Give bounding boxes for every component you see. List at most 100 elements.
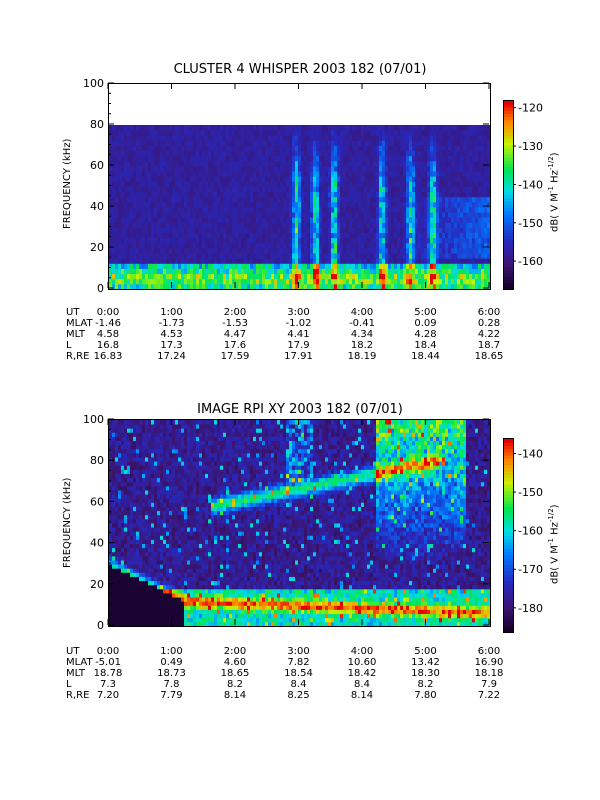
heatmap-cell [118,494,122,499]
heatmap-cell [109,518,113,524]
heatmap-cell [319,196,323,203]
heatmap-cell [427,145,431,152]
heatmap-cell [148,176,152,182]
heatmap-cell [340,253,344,259]
heatmap-cell [451,237,455,244]
heatmap-cell [343,242,347,249]
heatmap-cell [454,176,458,182]
heatmap-cell [199,227,203,234]
heatmap-cell [109,494,113,499]
panel1-ephem-value: 4.53 [160,329,183,340]
heatmap-cell [109,506,113,512]
heatmap-cell [169,166,173,172]
panel1-colorbar-swatch [504,216,513,221]
heatmap-cell [115,196,119,203]
panel1-ephem-value: 18.4 [414,340,437,351]
heatmap-cell [148,518,152,524]
heatmap-cell [322,263,326,269]
heatmap-cell [412,237,416,244]
heatmap-cell [217,212,221,218]
heatmap-cell [154,258,158,264]
heatmap-cell [157,155,161,162]
heatmap-cell [295,207,299,213]
heatmap-cell [247,263,251,269]
heatmap-cell [241,145,245,152]
heatmap-cell [226,186,230,193]
heatmap-cell [214,248,218,254]
heatmap-cell [472,150,476,157]
heatmap-cell [418,263,422,269]
heatmap-cell [145,481,149,487]
heatmap-cell [346,283,350,289]
heatmap-cell [457,258,461,264]
heatmap-cell [142,560,146,565]
heatmap-cell [139,601,143,606]
heatmap-cell [352,125,356,131]
heatmap-cell [349,130,353,136]
heatmap-cell [244,191,248,198]
heatmap-cell [385,186,389,193]
heatmap-cell [391,171,395,177]
heatmap-cell [109,593,113,598]
heatmap-cell [460,160,464,167]
heatmap-cell [286,283,290,289]
heatmap-cell [430,207,434,213]
heatmap-cell [376,227,380,234]
heatmap-cell [130,531,134,536]
heatmap-cell [184,171,188,177]
heatmap-cell [163,212,167,218]
heatmap-cell [190,160,194,167]
heatmap-cell [250,222,254,228]
heatmap-cell [358,212,362,218]
heatmap-cell [466,166,470,172]
heatmap-cell [319,155,323,162]
heatmap-cell [184,176,188,182]
heatmap-cell [124,485,128,491]
heatmap-cell [370,273,374,280]
heatmap-cell [487,253,490,259]
heatmap-cell [472,145,476,152]
heatmap-cell [115,166,119,172]
heatmap-cell [112,283,116,289]
heatmap-cell [139,155,143,162]
heatmap-cell [199,278,203,285]
heatmap-cell [109,465,113,470]
heatmap-cell [325,201,329,208]
heatmap-cell [130,461,134,466]
heatmap-cell [121,237,125,244]
heatmap-cell [259,212,263,218]
panel1-ephem-label: MLAT [66,318,93,329]
heatmap-cell [217,227,221,234]
heatmap-cell [259,140,263,146]
heatmap-cell [145,232,149,239]
heatmap-cell [298,166,302,172]
heatmap-cell [313,212,317,218]
heatmap-cell [172,150,176,157]
heatmap-cell [274,191,278,198]
heatmap-cell [190,232,194,239]
heatmap-cell [397,207,401,213]
heatmap-cell [424,273,428,280]
heatmap-cell [256,155,260,162]
heatmap-cell [121,527,125,532]
heatmap-cell [280,273,284,280]
heatmap-cell [343,176,347,182]
heatmap-cell [124,428,128,433]
heatmap-cell [265,258,269,264]
heatmap-cell [136,160,140,167]
heatmap-cell [163,166,167,172]
heatmap-cell [124,609,128,615]
heatmap-cell [445,222,449,228]
heatmap-cell [121,465,125,470]
heatmap-cell [178,166,182,172]
heatmap-cell [199,253,203,259]
heatmap-cell [235,135,239,141]
heatmap-cell [127,601,131,606]
heatmap-cell [205,207,209,213]
heatmap-cell [229,273,233,280]
heatmap-cell [118,125,122,131]
heatmap-cell [265,217,269,223]
heatmap-cell [349,232,353,239]
heatmap-cell [427,130,431,136]
heatmap-cell [130,601,134,606]
